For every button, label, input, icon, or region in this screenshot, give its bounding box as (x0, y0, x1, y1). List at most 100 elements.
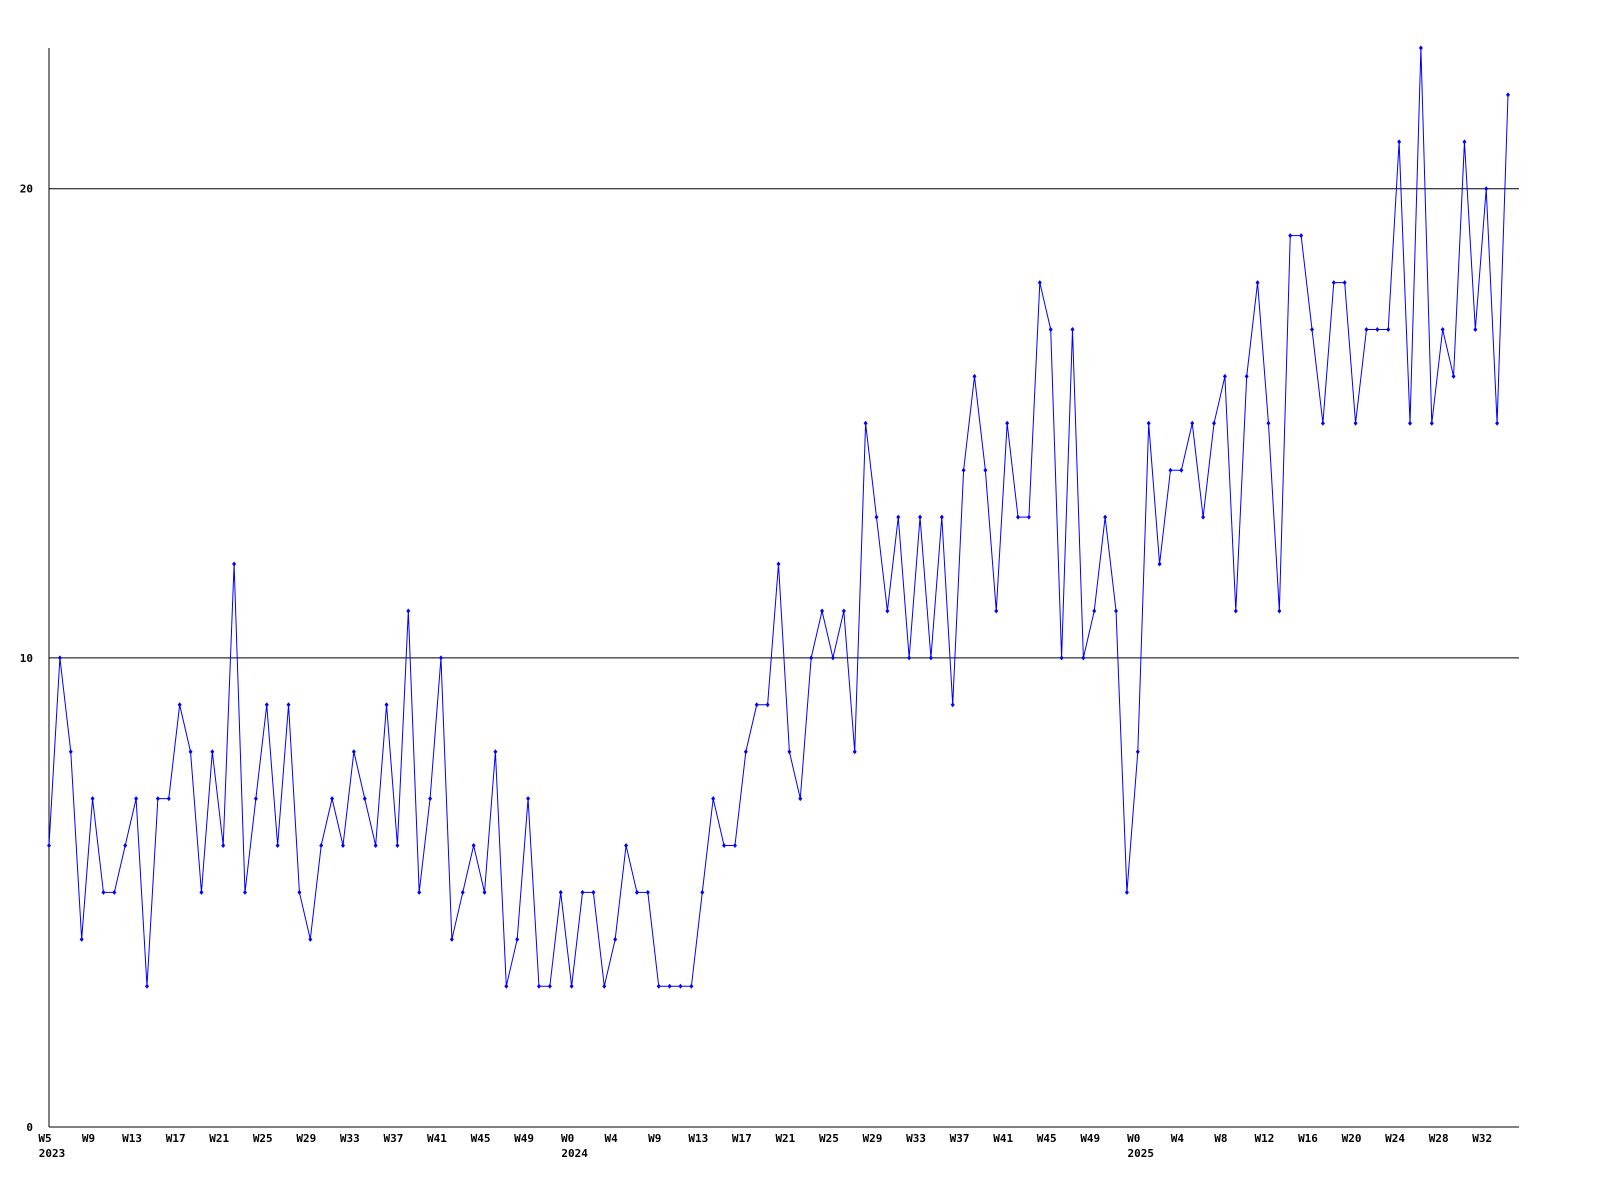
data-point (1255, 280, 1260, 286)
data-point (1462, 139, 1467, 145)
data-point (928, 655, 933, 661)
data-point (47, 843, 51, 849)
data-point (526, 796, 531, 802)
data-point (428, 796, 433, 802)
data-point (972, 373, 977, 379)
data-point (1212, 420, 1217, 426)
x-tick-label: W12 (1255, 1132, 1275, 1145)
data-point (362, 796, 367, 802)
data-point (1375, 326, 1380, 332)
x-tick-label: W49 (514, 1132, 534, 1145)
x-tick-label: W33 (340, 1132, 360, 1145)
x-tick-label: W8 (1214, 1132, 1227, 1145)
data-point (591, 889, 596, 895)
data-point (1146, 420, 1151, 426)
data-point (123, 843, 128, 849)
data-point (558, 889, 563, 895)
data-point (373, 843, 378, 849)
data-point (918, 514, 923, 520)
data-point (1310, 326, 1315, 332)
data-point (221, 843, 226, 849)
data-point (504, 983, 509, 989)
data-point (1114, 608, 1119, 614)
x-year-label: 2024 (561, 1147, 588, 1160)
data-point (1201, 514, 1206, 520)
data-point (1320, 420, 1325, 426)
data-point (667, 983, 672, 989)
data-point (515, 936, 520, 942)
data-point (449, 936, 454, 942)
data-point (493, 749, 498, 755)
x-tick-label: W41 (427, 1132, 447, 1145)
data-point (547, 983, 552, 989)
data-point (1190, 420, 1195, 426)
data-point (863, 420, 868, 426)
data-point (613, 936, 618, 942)
data-point (820, 608, 825, 614)
data-point (471, 843, 476, 849)
data-point (1288, 233, 1293, 239)
data-point (1135, 749, 1140, 755)
data-point (482, 889, 487, 895)
data-point (351, 749, 356, 755)
data-point (1353, 420, 1358, 426)
x-tick-label: W25 (819, 1132, 839, 1145)
x-tick-label: W29 (296, 1132, 316, 1145)
data-point (841, 608, 846, 614)
data-point (776, 561, 781, 567)
data-point (112, 889, 117, 895)
data-point (1429, 420, 1434, 426)
x-tick-label: W0 (561, 1132, 574, 1145)
data-point (1222, 373, 1227, 379)
data-point (830, 655, 835, 661)
data-point (57, 655, 62, 661)
x-tick-label: W45 (1037, 1132, 1057, 1145)
x-tick-label: W29 (863, 1132, 883, 1145)
data-point (1473, 326, 1478, 332)
data-point (330, 796, 335, 802)
data-point (232, 561, 237, 567)
data-point (395, 843, 400, 849)
x-tick-label: W4 (1171, 1132, 1185, 1145)
data-point (90, 796, 95, 802)
data-point (1233, 608, 1238, 614)
data-point (1016, 514, 1021, 520)
data-point (874, 514, 879, 520)
data-point (1342, 280, 1347, 286)
x-tick-label: W45 (471, 1132, 491, 1145)
data-point (961, 467, 966, 473)
data-point (885, 608, 890, 614)
x-tick-label: W25 (253, 1132, 273, 1145)
x-year-label: 2025 (1128, 1147, 1155, 1160)
data-point (1266, 420, 1271, 426)
data-point (1484, 186, 1489, 192)
data-point (743, 749, 748, 755)
y-tick-label: 20 (20, 183, 33, 196)
data-point (1451, 373, 1456, 379)
x-tick-label: W0 (1127, 1132, 1140, 1145)
data-point (634, 889, 639, 895)
y-tick-label: 0 (26, 1121, 33, 1134)
data-point (134, 796, 139, 802)
data-point (1299, 233, 1304, 239)
data-point (1397, 139, 1402, 145)
x-tick-label: W28 (1429, 1132, 1449, 1145)
x-tick-label: W49 (1080, 1132, 1100, 1145)
data-point (907, 655, 912, 661)
data-point (852, 749, 857, 755)
data-point (1070, 326, 1075, 332)
x-tick-label: W41 (993, 1132, 1013, 1145)
x-tick-label: W16 (1298, 1132, 1318, 1145)
data-point (1048, 326, 1053, 332)
data-point (68, 749, 73, 755)
data-point (787, 749, 792, 755)
data-point (275, 843, 280, 849)
data-point (417, 889, 422, 895)
x-tick-label: W33 (906, 1132, 926, 1145)
x-tick-label: W21 (209, 1132, 229, 1145)
data-point (210, 749, 215, 755)
data-point (155, 796, 160, 802)
data-point (602, 983, 607, 989)
